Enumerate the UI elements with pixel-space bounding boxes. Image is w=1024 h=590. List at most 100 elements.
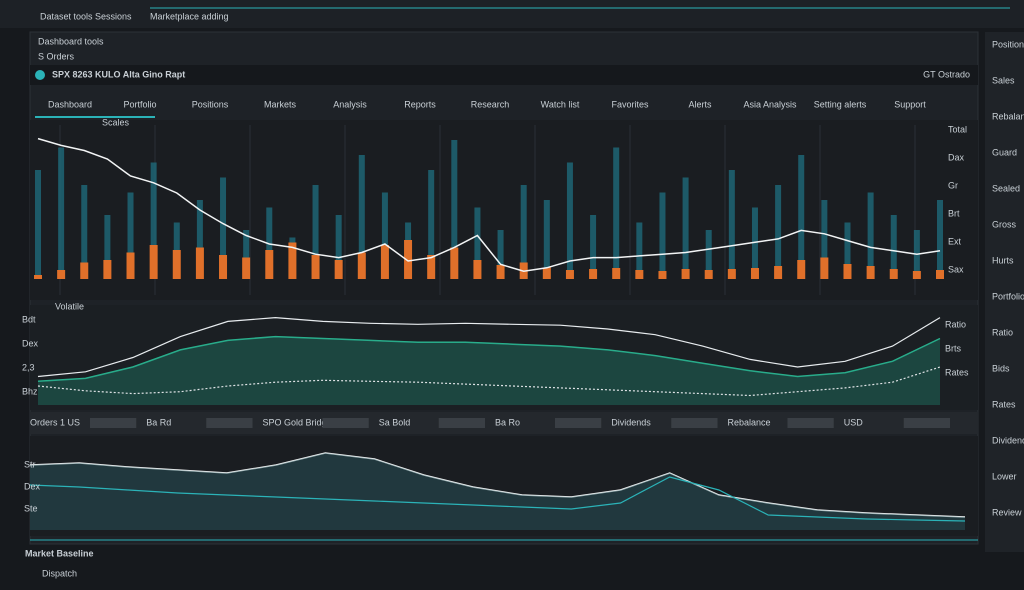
- tab[interactable]: Support: [894, 99, 926, 109]
- tab[interactable]: Favorites: [611, 99, 649, 109]
- sidebar-item[interactable]: Sealed: [992, 183, 1020, 193]
- volume-bar: [821, 200, 828, 275]
- toolbar-input[interactable]: [903, 418, 950, 428]
- axis-label: 2,3: [22, 362, 35, 372]
- axis-label: Dex: [22, 338, 39, 348]
- sidebar-item[interactable]: Bids: [992, 363, 1010, 373]
- candle: [57, 270, 66, 279]
- header-subtitle: S Orders: [38, 51, 75, 61]
- sidebar-item[interactable]: Review: [992, 507, 1022, 517]
- toolbar-label[interactable]: Rebalance: [728, 417, 771, 427]
- sidebar-item[interactable]: Lower: [992, 471, 1017, 481]
- tab[interactable]: Dashboard: [48, 99, 92, 109]
- ticker-bar: [30, 65, 978, 85]
- candle: [80, 262, 89, 279]
- top-menu-item[interactable]: Marketplace adding: [150, 11, 229, 21]
- volume-bar: [173, 222, 180, 275]
- toolbar-input[interactable]: [206, 418, 253, 428]
- toolbar-input[interactable]: [787, 418, 834, 428]
- toolbar-label[interactable]: SPO Gold Bridger: [263, 417, 335, 427]
- toolbar-label[interactable]: USD: [844, 417, 864, 427]
- flow-area: [30, 436, 978, 536]
- axis-label: Dex: [24, 481, 41, 491]
- candle: [473, 260, 482, 279]
- sidebar-item[interactable]: Hurts: [992, 255, 1014, 265]
- sidebar-item[interactable]: Gross: [992, 219, 1017, 229]
- sidebar-item[interactable]: Portfolio: [992, 291, 1024, 301]
- sidebar-item[interactable]: Positions: [992, 39, 1024, 49]
- tab[interactable]: Setting alerts: [814, 99, 867, 109]
- candle: [450, 247, 459, 279]
- toolbar: [30, 412, 978, 434]
- axis-label: Ext: [948, 236, 962, 246]
- axis-label: Rates: [945, 367, 969, 377]
- sidebar: [985, 32, 1024, 552]
- volume-area: [30, 305, 978, 410]
- candle: [427, 255, 436, 279]
- top-menu-item[interactable]: Dataset tools: [40, 11, 93, 21]
- volume-bar: [913, 230, 920, 275]
- volume-bar: [937, 200, 943, 275]
- toolbar-label[interactable]: Dividends: [611, 417, 651, 427]
- volume-bar: [590, 215, 597, 275]
- candle: [912, 271, 921, 279]
- volume-bar: [127, 192, 134, 275]
- volume-bar: [613, 147, 620, 275]
- candle: [334, 260, 343, 279]
- volume-bar: [220, 177, 227, 275]
- candle: [727, 269, 736, 279]
- candle: [149, 245, 158, 279]
- toolbar-input[interactable]: [671, 418, 718, 428]
- candle: [797, 260, 806, 279]
- axis-label: Gr: [948, 180, 958, 190]
- candle: [404, 240, 413, 279]
- tab[interactable]: Portfolio: [123, 99, 156, 109]
- candle: [635, 270, 644, 279]
- volume-bar: [312, 185, 319, 275]
- tab[interactable]: Reports: [404, 99, 436, 109]
- sidebar-item[interactable]: Rates: [992, 399, 1016, 409]
- sidebar-item[interactable]: Guard: [992, 147, 1017, 157]
- volume-dotted: [37, 366, 941, 397]
- axis-label: Str: [24, 459, 36, 469]
- volume-bar: [104, 215, 111, 275]
- toolbar-input[interactable]: [438, 418, 485, 428]
- tab[interactable]: Markets: [264, 99, 297, 109]
- tab[interactable]: Analysis: [333, 99, 367, 109]
- price-label: Scales: [102, 117, 130, 127]
- tab[interactable]: Watch list: [541, 99, 580, 109]
- top-menu-item[interactable]: Sessions: [95, 11, 132, 21]
- volume-bar: [636, 222, 643, 275]
- volume-label: Volatile: [55, 301, 84, 311]
- tab[interactable]: Positions: [192, 99, 229, 109]
- toolbar-label[interactable]: Sa Bold: [379, 417, 411, 427]
- toolbar-input[interactable]: [555, 418, 602, 428]
- candle: [357, 252, 366, 279]
- sidebar-item[interactable]: Ratio: [992, 327, 1013, 337]
- top-bar: [0, 0, 1024, 28]
- volume-bar: [451, 140, 458, 275]
- sidebar-item[interactable]: Dividends: [992, 435, 1024, 445]
- toolbar-label[interactable]: Ba Ro: [495, 417, 520, 427]
- candle: [774, 266, 783, 279]
- ticker-symbol: SPX 8263 KULO Alta Gino Rapt: [52, 69, 185, 79]
- candle: [380, 245, 389, 279]
- axis-label: Bdt: [22, 314, 36, 324]
- sidebar-item[interactable]: Sales: [992, 75, 1015, 85]
- tab[interactable]: Alerts: [688, 99, 712, 109]
- volume-bar: [705, 230, 712, 275]
- volume-bar: [682, 177, 689, 275]
- sidebar-item[interactable]: Rebalance: [992, 111, 1024, 121]
- tab[interactable]: Research: [471, 99, 510, 109]
- header-title: Dashboard tools: [38, 36, 104, 46]
- tab[interactable]: Asia Analysis: [743, 99, 797, 109]
- toolbar-label[interactable]: Ba Rd: [146, 417, 171, 427]
- volume-bar: [474, 207, 481, 275]
- flow-white: [29, 452, 966, 518]
- volume-bar: [335, 215, 342, 275]
- toolbar-input[interactable]: [90, 418, 137, 428]
- toolbar-label[interactable]: Orders 1 US: [30, 417, 80, 427]
- toolbar-input[interactable]: [322, 418, 369, 428]
- axis-label: Brt: [948, 208, 960, 218]
- candle: [126, 252, 135, 279]
